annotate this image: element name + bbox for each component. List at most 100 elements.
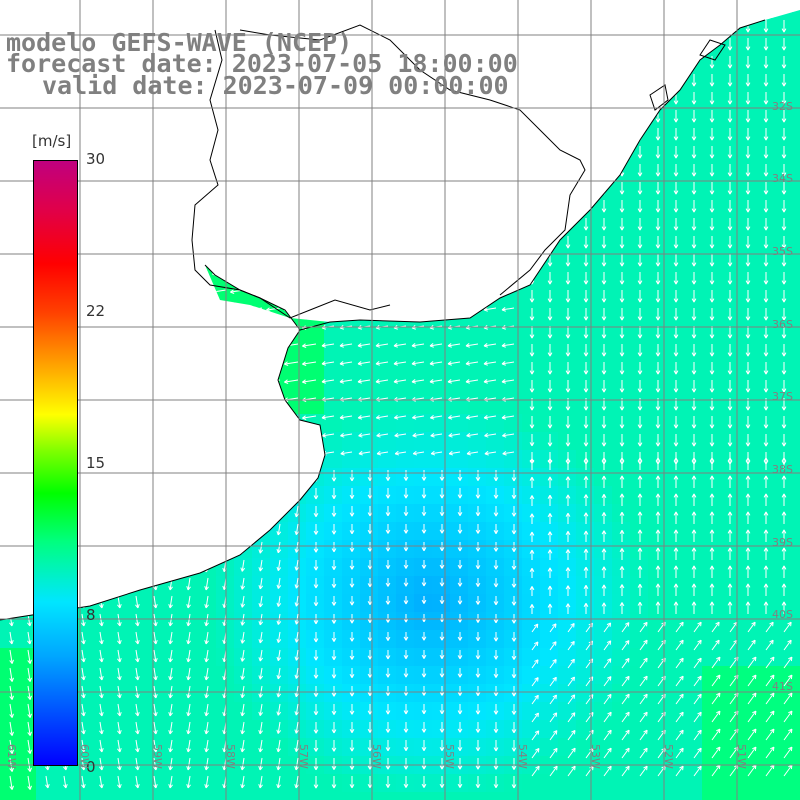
wind-arrow — [248, 217, 263, 222]
wind-speed-cell — [540, 504, 559, 523]
wind-speed-cell — [324, 324, 343, 343]
wind-arrow — [339, 343, 353, 348]
wind-arrow — [601, 362, 607, 375]
wind-speed-cell — [774, 126, 793, 145]
wind-speed-cell — [558, 558, 577, 577]
wind-speed-cell — [126, 774, 145, 793]
wind-arrow — [86, 19, 101, 24]
wind-arrow — [709, 74, 715, 87]
wind-arrow — [465, 109, 479, 114]
wind-speed-cell — [396, 720, 415, 739]
wind-speed-cell — [576, 126, 595, 145]
wind-speed-cell — [90, 360, 109, 379]
wind-speed-cell — [342, 252, 361, 271]
wind-speed-cell — [594, 18, 613, 37]
wind-arrow — [267, 451, 281, 456]
wind-arrow — [483, 199, 497, 204]
wind-speed-cell — [792, 72, 800, 91]
wind-arrow — [240, 505, 245, 519]
wind-speed-cell — [342, 450, 361, 469]
wind-speed-cell — [522, 720, 541, 739]
wind-speed-cell — [792, 504, 800, 523]
wind-arrow — [375, 181, 389, 186]
wind-speed-cell — [0, 450, 19, 469]
wind-speed-cell — [414, 144, 433, 163]
wind-speed-cell — [252, 144, 271, 163]
wind-arrow — [709, 254, 715, 267]
wind-arrow — [285, 433, 299, 438]
wind-arrow — [339, 289, 353, 294]
wind-speed-cell — [612, 252, 631, 271]
wind-speed-cell — [306, 522, 325, 541]
wind-arrow — [284, 271, 299, 276]
wind-speed-cell — [684, 684, 703, 703]
wind-speed-cell — [504, 774, 523, 793]
wind-arrow — [547, 326, 553, 339]
wind-speed-cell — [630, 54, 649, 73]
wind-speed-cell — [414, 18, 433, 37]
wind-arrow — [176, 325, 191, 330]
wind-arrow — [673, 164, 679, 177]
wind-arrow — [266, 217, 281, 222]
wind-speed-cell — [288, 342, 307, 361]
wind-arrow — [565, 236, 571, 249]
wind-speed-cell — [558, 684, 577, 703]
wind-speed-cell — [18, 738, 37, 757]
wind-arrow — [655, 362, 661, 375]
wind-speed-cell — [720, 306, 739, 325]
wind-arrow — [673, 434, 679, 447]
wind-arrow — [601, 308, 607, 321]
wind-speed-cell — [306, 684, 325, 703]
wind-arrow — [258, 487, 263, 501]
wind-speed-cell — [108, 720, 127, 739]
wind-arrow — [140, 415, 155, 420]
wind-arrow — [186, 559, 191, 573]
wind-arrow — [284, 307, 299, 312]
wind-arrow — [547, 74, 553, 87]
wind-arrow — [284, 145, 299, 150]
wind-arrow — [709, 236, 715, 249]
wind-arrow — [81, 523, 86, 537]
wind-speed-cell — [306, 396, 325, 415]
wind-arrow — [240, 469, 245, 483]
wind-arrow — [601, 380, 607, 393]
wind-arrow — [194, 163, 209, 168]
wind-speed-cell — [648, 270, 667, 289]
wind-speed-cell — [504, 18, 523, 37]
wind-speed-cell — [576, 522, 595, 541]
wind-speed-cell — [756, 90, 775, 109]
wind-speed-cell — [540, 576, 559, 595]
wind-speed-cell — [252, 234, 271, 253]
wind-speed-cell — [90, 432, 109, 451]
wind-arrow — [9, 541, 14, 555]
wind-speed-cell — [342, 396, 361, 415]
wind-speed-cell — [522, 684, 541, 703]
wind-arrow — [745, 218, 751, 231]
wind-speed-cell — [594, 72, 613, 91]
wind-arrow — [529, 74, 535, 87]
wind-speed-cell — [378, 18, 397, 37]
wind-speed-cell — [378, 252, 397, 271]
wind-arrow — [601, 164, 607, 177]
wind-speed-cell — [432, 306, 451, 325]
wind-arrow — [339, 181, 353, 186]
wind-speed-cell — [432, 774, 451, 793]
wind-speed-cell — [306, 252, 325, 271]
wind-speed-cell — [774, 306, 793, 325]
wind-speed-cell — [630, 216, 649, 235]
wind-arrow — [429, 109, 443, 114]
wind-speed-cell — [378, 774, 397, 793]
wind-speed-cell — [54, 792, 73, 800]
wind-arrow — [484, 450, 497, 456]
wind-speed-cell — [738, 288, 757, 307]
wind-arrow — [176, 271, 191, 276]
wind-speed-cell — [270, 216, 289, 235]
wind-speed-cell — [594, 90, 613, 109]
longitude-label: 60W — [78, 744, 91, 769]
wind-speed-cell — [252, 252, 271, 271]
wind-speed-cell — [72, 10, 91, 19]
wind-speed-cell — [378, 486, 397, 505]
wind-speed-cell — [738, 396, 757, 415]
wind-arrow — [619, 74, 625, 87]
wind-speed-cell — [270, 414, 289, 433]
